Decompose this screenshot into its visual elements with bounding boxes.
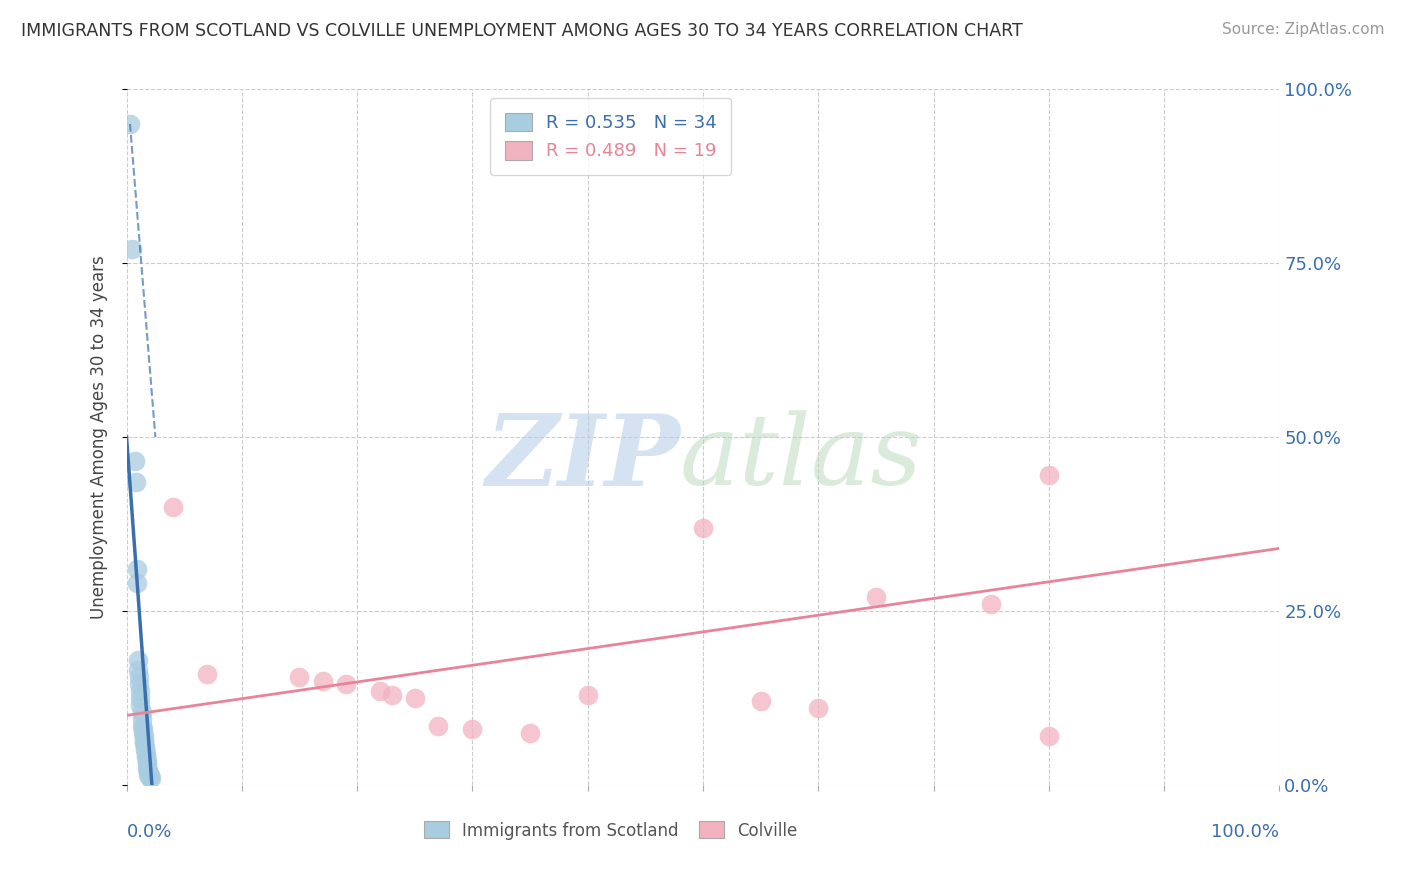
Point xyxy=(288,670,311,684)
Point xyxy=(519,726,541,740)
Point xyxy=(125,576,148,591)
Point xyxy=(980,597,1002,611)
Point xyxy=(138,767,160,781)
Point xyxy=(195,666,218,681)
Point xyxy=(131,712,153,726)
Point xyxy=(138,764,160,778)
Point xyxy=(131,723,153,737)
Point xyxy=(138,764,160,778)
Point xyxy=(132,736,155,750)
Point xyxy=(134,743,156,757)
Point xyxy=(132,732,155,747)
Point xyxy=(136,760,159,774)
Point xyxy=(461,723,484,737)
Point xyxy=(135,750,157,764)
Point xyxy=(136,757,159,772)
Point xyxy=(127,653,149,667)
Point xyxy=(162,500,184,514)
Point xyxy=(121,242,143,256)
Text: Source: ZipAtlas.com: Source: ZipAtlas.com xyxy=(1222,22,1385,37)
Point xyxy=(807,701,830,715)
Point xyxy=(749,694,772,708)
Point xyxy=(118,117,141,131)
Text: 100.0%: 100.0% xyxy=(1212,823,1279,841)
Point xyxy=(127,663,149,677)
Point xyxy=(1038,729,1060,743)
Y-axis label: Unemployment Among Ages 30 to 34 years: Unemployment Among Ages 30 to 34 years xyxy=(90,255,108,619)
Point xyxy=(692,520,714,534)
Point xyxy=(335,677,357,691)
Point xyxy=(576,688,599,702)
Point xyxy=(404,690,426,705)
Text: ZIP: ZIP xyxy=(485,409,681,506)
Point xyxy=(129,698,152,712)
Point xyxy=(129,690,152,705)
Point xyxy=(135,747,157,761)
Point xyxy=(138,767,160,781)
Point xyxy=(125,562,148,576)
Point xyxy=(125,475,148,490)
Point xyxy=(138,771,160,785)
Point xyxy=(381,688,404,702)
Point xyxy=(426,719,449,733)
Legend: Immigrants from Scotland, Colville: Immigrants from Scotland, Colville xyxy=(418,814,804,847)
Text: 0.0%: 0.0% xyxy=(127,823,172,841)
Point xyxy=(128,677,150,691)
Point xyxy=(131,705,153,719)
Point xyxy=(128,670,150,684)
Point xyxy=(1038,468,1060,483)
Point xyxy=(136,754,159,768)
Point xyxy=(311,673,333,688)
Text: IMMIGRANTS FROM SCOTLAND VS COLVILLE UNEMPLOYMENT AMONG AGES 30 TO 34 YEARS CORR: IMMIGRANTS FROM SCOTLAND VS COLVILLE UNE… xyxy=(21,22,1022,40)
Point xyxy=(865,590,887,604)
Point xyxy=(131,719,153,733)
Point xyxy=(132,729,155,743)
Text: atlas: atlas xyxy=(681,410,922,506)
Point xyxy=(131,726,153,740)
Point xyxy=(368,684,391,698)
Point xyxy=(129,684,152,698)
Point xyxy=(124,454,146,468)
Point xyxy=(134,739,156,754)
Point xyxy=(139,771,162,785)
